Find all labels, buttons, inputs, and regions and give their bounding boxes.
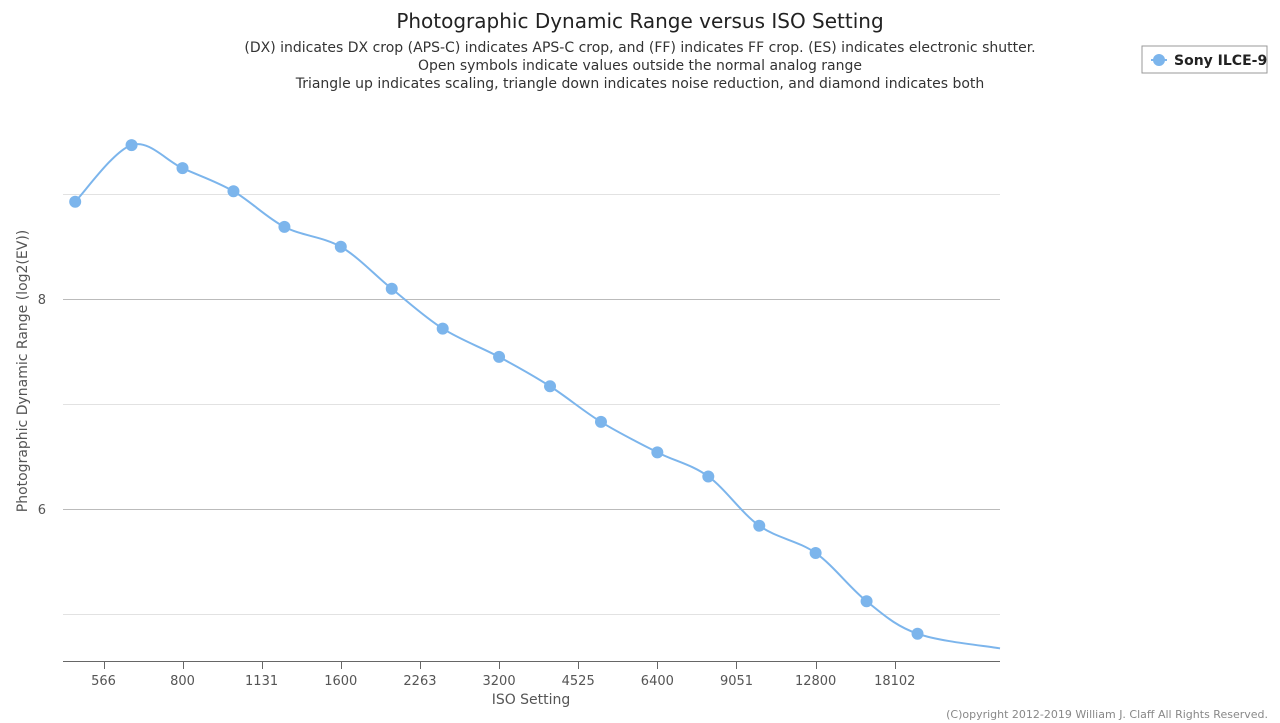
data-point-iso-16000[interactable] — [860, 595, 873, 608]
legend-marker-icon — [1153, 54, 1165, 66]
chart-subtitle-line-3: Triangle up indicates scaling, triangle … — [295, 76, 985, 92]
x-axis-title: ISO Setting — [492, 692, 571, 708]
y-tick-label: 6 — [38, 503, 46, 518]
legend[interactable]: Sony ILCE-9 — [1141, 45, 1268, 74]
x-tick-label: 9051 — [720, 674, 753, 689]
x-tick-label: 6400 — [641, 674, 674, 689]
x-tick-label: 12800 — [795, 674, 836, 689]
data-point-iso-1600[interactable] — [334, 240, 347, 253]
x-tick-label: 566 — [91, 674, 116, 689]
chart-subtitle-line-2: Open symbols indicate values outside the… — [418, 58, 862, 74]
data-point-iso-8000[interactable] — [702, 470, 715, 483]
data-point-iso-20000[interactable] — [911, 627, 924, 640]
data-point-iso-4000[interactable] — [544, 380, 557, 393]
y-tick-label: 8 — [38, 293, 46, 308]
legend-item-sony-ilce-9[interactable]: Sony ILCE-9 — [1174, 53, 1267, 69]
axes: 6 8 566 800 1131 1600 2263 3200 4525 6400 9051 1280… — [38, 293, 1000, 689]
data-point-iso-5000[interactable] — [594, 415, 607, 428]
data-point-iso-1000[interactable] — [227, 185, 240, 198]
data-point-iso-10000[interactable] — [753, 519, 766, 532]
x-tick-label: 1600 — [324, 674, 357, 689]
copyright-credit: (C)opyright 2012-2019 William J. Claff A… — [946, 708, 1268, 721]
x-tick-label: 800 — [170, 674, 195, 689]
grid-lines — [63, 194, 1000, 615]
x-tick-label: 4525 — [562, 674, 595, 689]
chart-subtitle-line-1: (DX) indicates DX crop (APS-C) indicates… — [244, 40, 1035, 56]
data-point-iso-640[interactable] — [125, 139, 138, 152]
series-line — [74, 143, 1001, 650]
x-tick-label: 3200 — [483, 674, 516, 689]
x-tick-label: 1131 — [245, 674, 278, 689]
data-point-iso-800[interactable] — [176, 162, 189, 175]
data-point-iso-2500[interactable] — [436, 322, 449, 335]
data-point-iso-1250[interactable] — [278, 220, 291, 233]
x-tick-label: 2263 — [403, 674, 436, 689]
data-point-iso-12800[interactable] — [809, 546, 822, 559]
data-point-iso-500[interactable] — [69, 195, 82, 208]
chart-title: Photographic Dynamic Range versus ISO Se… — [396, 9, 883, 33]
data-point-iso-2000[interactable] — [385, 282, 398, 295]
data-point-iso-3200[interactable] — [493, 350, 506, 363]
x-tick-label: 18102 — [874, 674, 915, 689]
y-axis-title: Photographic Dynamic Range (log2(EV)) — [15, 230, 31, 513]
data-point-iso-6400[interactable] — [651, 446, 664, 459]
series-sony-ilce-9[interactable] — [69, 139, 1001, 650]
